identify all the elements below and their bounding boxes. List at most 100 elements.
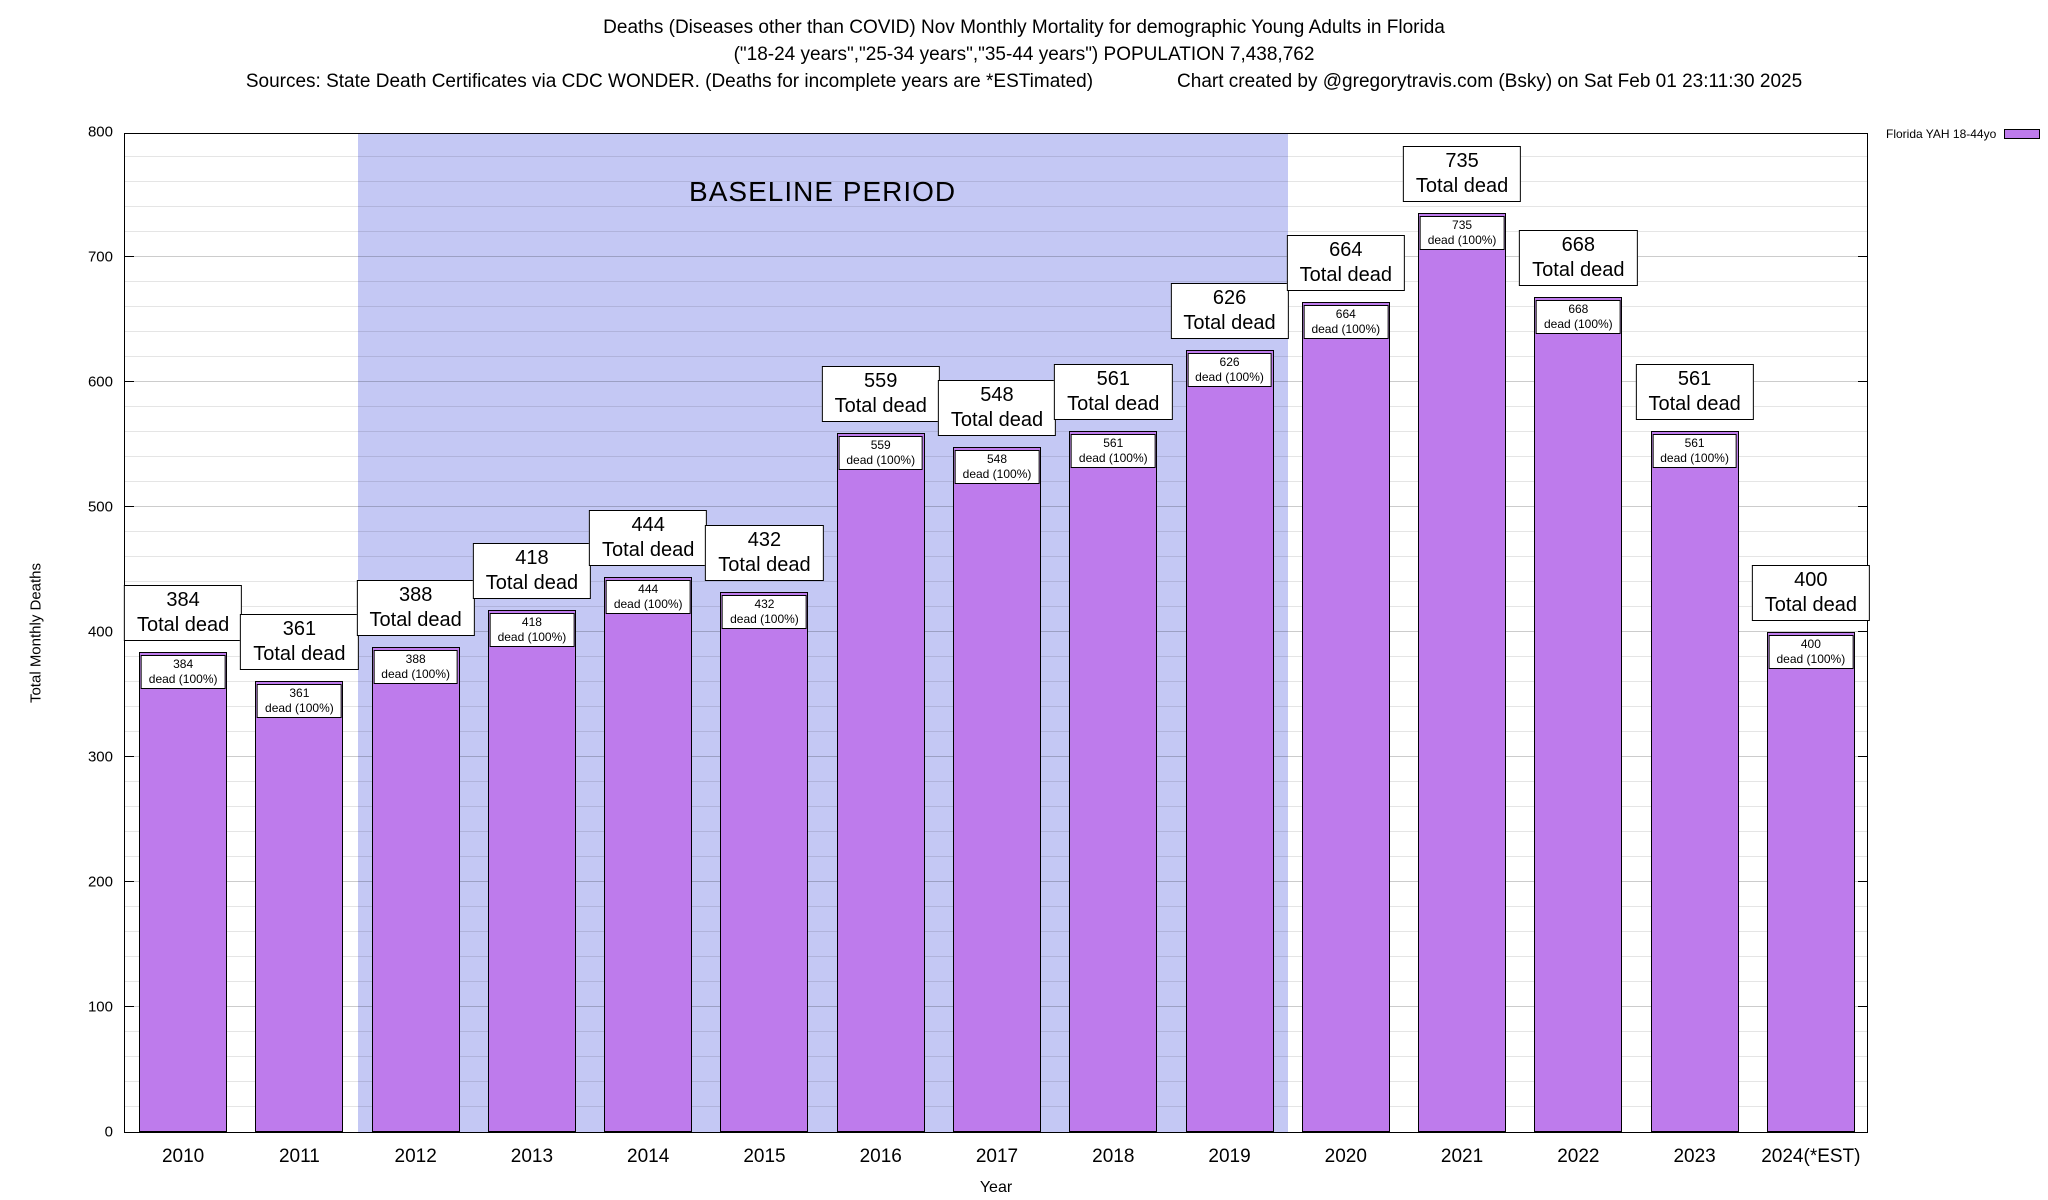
total-dead-label-2018: 561 Total dead: [1054, 363, 1173, 420]
total-dead-text: Total dead: [1183, 311, 1276, 334]
bar-2017: [953, 447, 1041, 1132]
bar-value-text: dead (100%): [1195, 369, 1264, 384]
total-dead-label-2019: 626 Total dead: [1170, 282, 1289, 339]
x-tick-label-2014: 2014: [627, 1146, 670, 1167]
total-dead-value: 664: [1329, 239, 1363, 261]
x-tick-label-2017: 2017: [975, 1146, 1019, 1167]
bar-2011: [255, 680, 344, 1132]
x-axis-title: Year: [979, 1179, 1013, 1196]
total-dead-value: 561: [1677, 367, 1712, 390]
chart-header: Deaths (Diseases other than COVID) Nov M…: [0, 14, 2048, 95]
total-dead-label-2017: 548 Total dead: [937, 380, 1057, 436]
bar-2020: [1301, 302, 1390, 1132]
bar-value: 561: [1684, 435, 1705, 450]
bar-value-text: dead (100%): [1311, 322, 1381, 336]
bar-value: 400: [1800, 637, 1821, 651]
y-tick-mark: [1858, 256, 1867, 257]
y-tick-mark: [125, 756, 134, 757]
total-dead-value: 548: [980, 384, 1014, 406]
chart-credit: Chart created by @gregorytravis.com (Bsk…: [1177, 71, 1803, 92]
bar-value-label-2019: 626 dead (100%): [1187, 352, 1272, 387]
total-dead-value: 559: [864, 370, 898, 393]
bar-value: 388: [405, 652, 426, 666]
bar-2010: [139, 652, 228, 1132]
total-dead-value: 626: [1212, 286, 1247, 309]
bar-value-text: dead (100%): [265, 700, 334, 715]
gridline: [125, 206, 1867, 207]
total-dead-text: Total dead: [834, 395, 927, 418]
total-dead-text: Total dead: [1299, 264, 1392, 286]
y-tick-label: 800: [87, 123, 113, 141]
y-tick-mark: [125, 381, 134, 382]
y-tick-label: 700: [87, 248, 113, 266]
total-dead-label-2013: 418 Total dead: [472, 542, 592, 599]
bar-value-text: dead (100%): [1776, 652, 1846, 666]
bar-value-text: dead (100%): [1078, 450, 1148, 465]
y-tick-label: 100: [87, 998, 113, 1016]
gridline: [125, 281, 1867, 282]
gridline: [125, 231, 1867, 232]
bar-value-label-2018: 561 dead (100%): [1070, 433, 1156, 468]
bar-value: 626: [1219, 354, 1240, 369]
total-dead-value: 400: [1794, 569, 1828, 591]
total-dead-label-2016: 559 Total dead: [821, 366, 940, 423]
y-tick-mark: [1858, 1006, 1867, 1007]
y-tick-mark: [125, 506, 134, 507]
bar-value-text: dead (100%): [1543, 317, 1613, 331]
bar-value: 418: [521, 614, 542, 629]
total-dead-label-2014: 444 Total dead: [589, 510, 708, 566]
chart-sources: Sources: State Death Certificates via CD…: [245, 71, 1094, 92]
total-dead-value: 384: [166, 589, 200, 611]
bar-value-label-2020: 664 dead (100%): [1303, 305, 1389, 339]
bar-value-text: dead (100%): [148, 672, 218, 686]
x-tick-label-2010: 2010: [161, 1146, 205, 1167]
bar-value-label-2010: 384 dead (100%): [140, 655, 226, 689]
plot-region: Total Monthly Deaths BASELINE PERIOD 0 100…: [28, 124, 1871, 1196]
y-tick-label: 300: [87, 748, 113, 766]
bar-value: 432: [754, 597, 775, 611]
x-tick-label-2011: 2011: [278, 1146, 320, 1167]
total-dead-value: 432: [747, 529, 782, 551]
bar-value-label-2024(*EST): 400 dead (100%): [1768, 635, 1854, 669]
total-dead-value: 388: [398, 584, 433, 606]
total-dead-label-2021: 735 Total dead: [1402, 146, 1522, 203]
total-dead-label-2024(*EST): 400 Total dead: [1751, 565, 1871, 621]
total-dead-text: Total dead: [1067, 392, 1160, 415]
total-dead-label-2022: 668 Total dead: [1519, 230, 1638, 286]
bar-value: 668: [1568, 302, 1589, 316]
bar-2012: [371, 647, 460, 1132]
total-dead-value: 444: [631, 514, 665, 536]
bar-value: 735: [1452, 218, 1473, 233]
y-tick-mark: [1858, 881, 1867, 882]
y-tick-label: 600: [87, 373, 113, 391]
bar-2018: [1069, 430, 1158, 1132]
total-dead-text: Total dead: [485, 571, 579, 594]
bar-value-text: dead (100%): [613, 597, 683, 611]
x-tick-label-2022: 2022: [1557, 1146, 1600, 1167]
x-tick-label-2013: 2013: [510, 1146, 554, 1167]
bar-value-label-2013: 418 dead (100%): [489, 612, 575, 647]
bar-value-label-2012: 388 dead (100%): [373, 650, 459, 684]
total-dead-text: Total dead: [602, 539, 695, 561]
total-dead-value: 418: [515, 546, 549, 569]
bar-2014: [604, 577, 693, 1132]
x-tick-label-2018: 2018: [1092, 1146, 1135, 1167]
total-dead-label-2012: 388 Total dead: [356, 580, 475, 636]
bar-value-text: dead (100%): [381, 667, 451, 681]
bar-2022: [1534, 297, 1623, 1132]
y-tick-mark: [1858, 381, 1867, 382]
bar-value-label-2016: 559 dead (100%): [838, 436, 924, 471]
total-dead-text: Total dead: [1648, 392, 1741, 415]
x-tick-label-2012: 2012: [394, 1146, 437, 1167]
total-dead-label-2010: 384 Total dead: [123, 585, 243, 641]
bar-value-text: dead (100%): [1660, 450, 1729, 465]
legend: Florida YAH 18-44yo: [1886, 127, 2041, 141]
legend-swatch: [2004, 129, 2041, 139]
chart-meta: Sources: State Death Certificates via CD…: [0, 68, 2048, 95]
bar-value-label-2014: 444 dead (100%): [605, 580, 691, 614]
gridline: [125, 156, 1867, 157]
bar-2015: [720, 592, 809, 1132]
y-tick-mark: [125, 1006, 134, 1007]
y-tick-mark: [125, 881, 134, 882]
